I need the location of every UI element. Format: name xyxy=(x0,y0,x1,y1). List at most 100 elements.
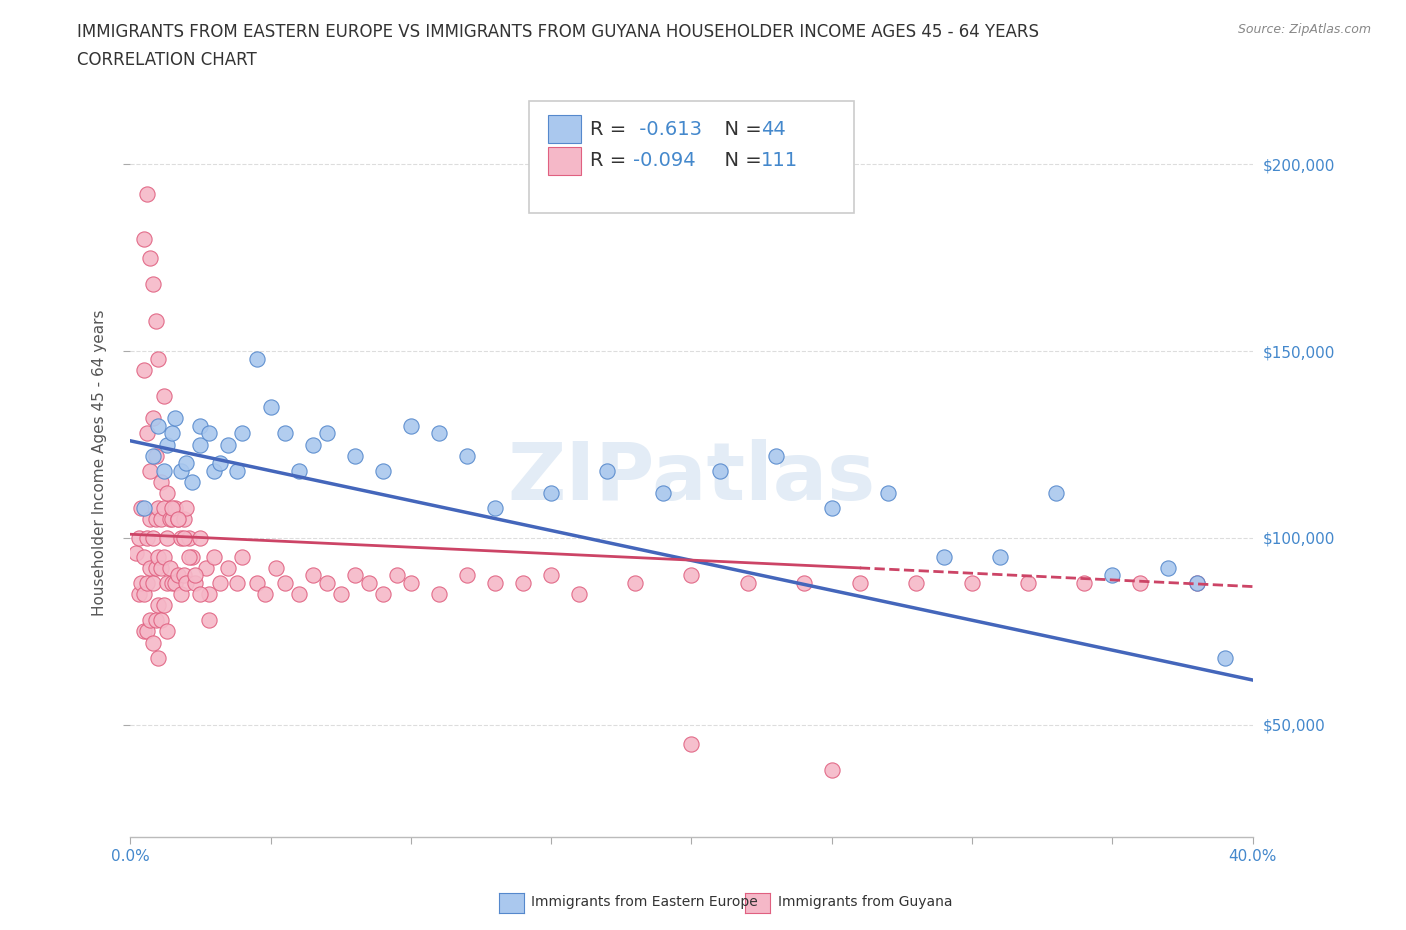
Point xyxy=(568,587,591,602)
Point xyxy=(184,576,207,591)
Point xyxy=(198,613,221,628)
Point xyxy=(131,500,153,515)
Point xyxy=(145,613,167,628)
Point xyxy=(190,418,212,433)
Point xyxy=(225,576,247,591)
Point xyxy=(142,448,165,463)
Text: Source: ZipAtlas.com: Source: ZipAtlas.com xyxy=(1237,23,1371,36)
Point xyxy=(301,568,323,583)
Text: N =: N = xyxy=(711,151,768,170)
Text: R =: R = xyxy=(591,151,633,170)
Point xyxy=(259,400,281,415)
Point xyxy=(125,546,148,561)
Point xyxy=(142,576,165,591)
Text: Immigrants from Guyana: Immigrants from Guyana xyxy=(778,895,952,910)
Bar xyxy=(548,147,582,176)
FancyBboxPatch shape xyxy=(529,100,855,213)
Point xyxy=(173,512,195,526)
Text: -0.094: -0.094 xyxy=(633,151,696,170)
Point xyxy=(145,313,167,328)
Point xyxy=(1213,650,1236,665)
Point xyxy=(145,512,167,526)
Point xyxy=(960,576,983,591)
Point xyxy=(245,352,267,366)
Point xyxy=(198,587,221,602)
Point xyxy=(456,448,478,463)
Point xyxy=(153,463,176,478)
Text: -0.613: -0.613 xyxy=(633,120,702,139)
Point xyxy=(540,568,562,583)
Point xyxy=(245,576,267,591)
Point xyxy=(371,463,394,478)
Point xyxy=(176,576,198,591)
Point xyxy=(427,587,450,602)
Point xyxy=(170,463,193,478)
Point xyxy=(190,530,212,545)
Point xyxy=(484,500,506,515)
Point xyxy=(142,276,165,291)
Point xyxy=(343,568,366,583)
Point xyxy=(217,561,239,576)
Point xyxy=(209,576,232,591)
Point xyxy=(512,576,534,591)
Point xyxy=(184,568,207,583)
Point xyxy=(932,550,955,565)
Point xyxy=(190,587,212,602)
Point xyxy=(204,463,226,478)
Point xyxy=(190,437,212,452)
Point xyxy=(167,512,190,526)
Point xyxy=(287,587,309,602)
Point xyxy=(399,418,422,433)
Point xyxy=(652,485,675,500)
Point xyxy=(134,587,156,602)
Point xyxy=(484,576,506,591)
Point xyxy=(162,512,184,526)
Point xyxy=(540,485,562,500)
Point xyxy=(150,613,173,628)
Point xyxy=(165,576,187,591)
Point xyxy=(128,530,150,545)
Point xyxy=(179,530,201,545)
Point xyxy=(624,576,647,591)
Text: N =: N = xyxy=(711,120,768,139)
Point xyxy=(176,500,198,515)
Point xyxy=(343,448,366,463)
Point xyxy=(681,737,703,751)
Point xyxy=(162,500,184,515)
Point xyxy=(134,500,156,515)
Point xyxy=(150,561,173,576)
Point xyxy=(153,550,176,565)
Point xyxy=(399,576,422,591)
Point xyxy=(165,411,187,426)
Point xyxy=(876,485,898,500)
Point xyxy=(136,530,159,545)
Point xyxy=(904,576,927,591)
Point xyxy=(287,463,309,478)
Point xyxy=(273,576,295,591)
Point xyxy=(793,576,815,591)
Point xyxy=(456,568,478,583)
Point xyxy=(148,352,170,366)
Point xyxy=(315,426,337,441)
Point xyxy=(167,512,190,526)
Point xyxy=(150,474,173,489)
Point xyxy=(145,448,167,463)
Point xyxy=(737,576,759,591)
Point xyxy=(159,561,181,576)
Point xyxy=(253,587,276,602)
Point xyxy=(142,411,165,426)
Point xyxy=(148,418,170,433)
Point xyxy=(148,500,170,515)
Point xyxy=(153,500,176,515)
Point xyxy=(849,576,872,591)
Bar xyxy=(548,114,582,143)
Point xyxy=(156,576,179,591)
Point xyxy=(139,463,162,478)
Point xyxy=(139,561,162,576)
Point xyxy=(139,613,162,628)
Point xyxy=(170,587,193,602)
Point xyxy=(217,437,239,452)
Point xyxy=(709,463,731,478)
Text: CORRELATION CHART: CORRELATION CHART xyxy=(77,51,257,69)
Text: ZIPatlas: ZIPatlas xyxy=(508,439,876,517)
